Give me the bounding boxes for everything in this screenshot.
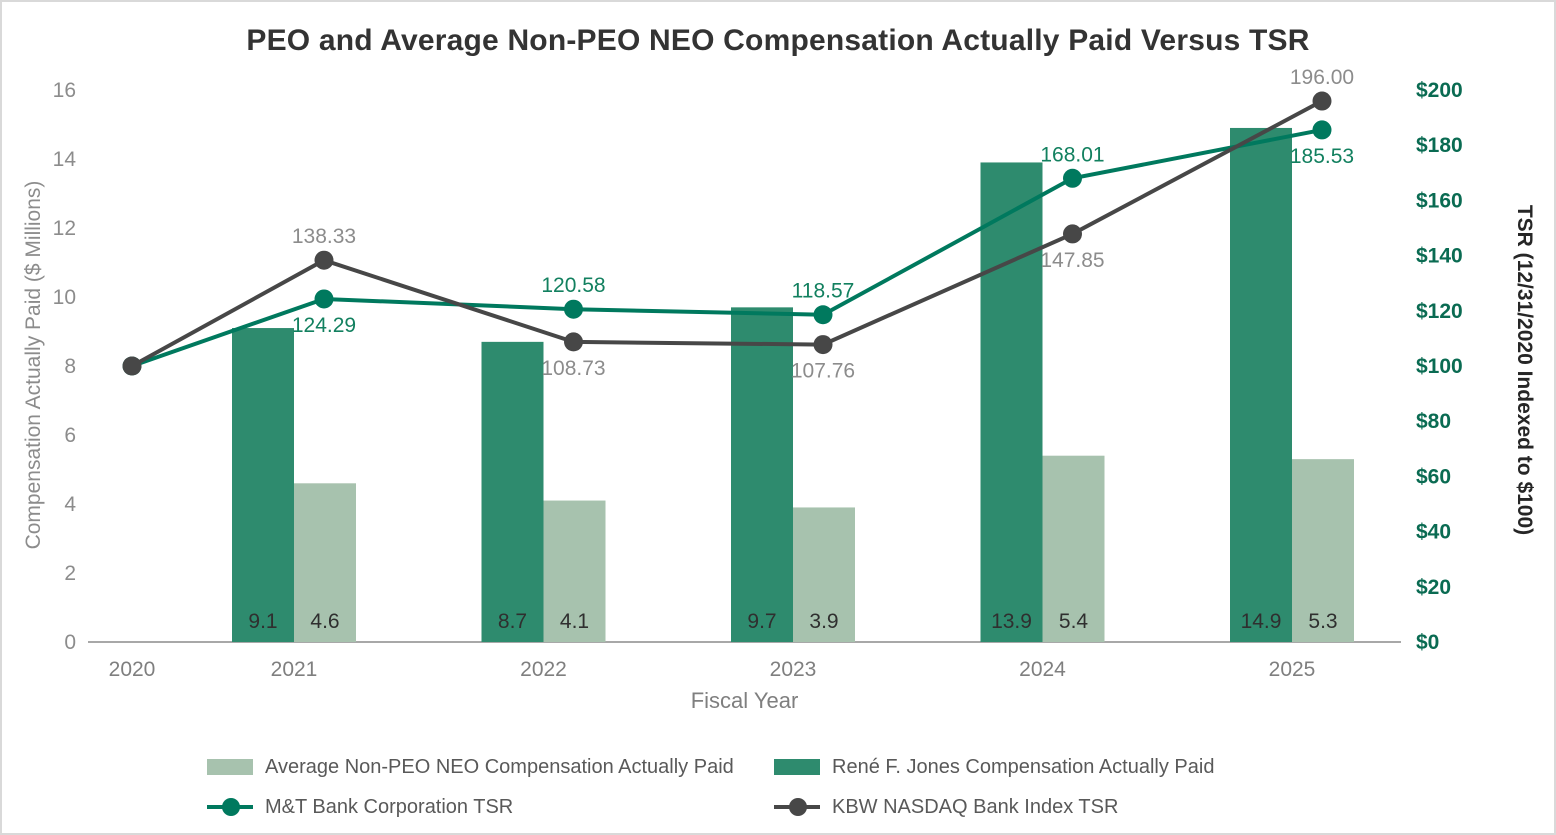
bar-value-label: 4.6 [310, 610, 339, 633]
tsr-line [131, 127, 1323, 368]
tsr-line [131, 99, 1323, 368]
bar-value-label: 8.7 [498, 610, 527, 633]
point-label: 196.00 [1290, 66, 1354, 89]
legend-item-peo: René F. Jones Compensation Actually Paid [774, 756, 1214, 779]
right-axis-tick: $20 [1416, 576, 1451, 599]
right-axis-tick: $40 [1416, 521, 1451, 544]
right-axis-tick: $100 [1416, 355, 1463, 378]
right-axis-tick: $180 [1416, 134, 1463, 157]
bar-value-label: 5.3 [1308, 610, 1337, 633]
legend-label: M&T Bank Corporation TSR [265, 795, 514, 818]
bar [232, 328, 294, 642]
point-label: 120.58 [541, 274, 605, 297]
point-label: 138.33 [292, 225, 356, 248]
data-point [1312, 120, 1332, 140]
data-point [564, 299, 583, 319]
point-label: 118.57 [792, 280, 855, 303]
right-axis-tick: $60 [1416, 465, 1451, 488]
right-axis-tick: $120 [1416, 300, 1463, 323]
bar [980, 162, 1043, 642]
legend-row: M&T Bank Corporation TSR KBW NASDAQ Bank… [207, 787, 1397, 827]
data-point [1312, 91, 1332, 111]
legend-bar-swatch [774, 759, 820, 775]
data-point [122, 356, 142, 376]
bar-value-label: 3.9 [809, 610, 838, 633]
x-axis-tick: 2022 [520, 658, 567, 681]
left-axis-tick: 14 [53, 148, 77, 171]
legend-label: Average Non-PEO NEO Compensation Actuall… [265, 755, 734, 778]
left-axis-tick: 16 [53, 79, 76, 102]
legend-bar-swatch [207, 759, 253, 775]
kbw-tsr-swatch [774, 797, 822, 817]
peo-swatch [774, 757, 822, 777]
chart-legend: Average Non-PEO NEO Compensation Actuall… [207, 747, 1397, 827]
bar [481, 341, 544, 642]
bar [731, 307, 793, 642]
data-point [813, 305, 833, 325]
bar [543, 500, 606, 642]
bar [793, 507, 855, 642]
legend-label: René F. Jones Compensation Actually Paid [832, 755, 1215, 778]
left-axis-tick: 12 [53, 217, 76, 240]
mt-tsr-swatch [207, 797, 255, 817]
data-point [1063, 224, 1082, 244]
bar-value-label: 9.7 [747, 610, 776, 633]
x-axis-tick: 2021 [271, 658, 318, 681]
bar-value-label: 4.1 [560, 610, 589, 633]
point-label: 124.29 [292, 314, 356, 337]
right-axis-tick: $160 [1416, 189, 1463, 212]
x-axis-title: Fiscal Year [690, 688, 799, 713]
left-axis-tick: 6 [64, 424, 76, 447]
data-point [314, 250, 334, 270]
x-axis-tick: 2023 [770, 658, 817, 681]
bar-value-label: 14.9 [1241, 610, 1282, 633]
point-label: 108.73 [541, 357, 605, 380]
data-point [813, 335, 833, 355]
right-axis-tick: $0 [1416, 631, 1439, 654]
legend-row: Average Non-PEO NEO Compensation Actuall… [207, 747, 1397, 787]
left-axis-tick: 2 [64, 562, 76, 585]
right-axis-tick: $140 [1416, 245, 1463, 268]
left-axis-tick: 0 [64, 631, 76, 654]
left-axis-tick: 4 [64, 493, 76, 516]
x-axis-tick: 2024 [1019, 658, 1066, 681]
point-label: 147.85 [1040, 249, 1104, 272]
right-axis-tick: $80 [1416, 410, 1451, 433]
right-axis-tick: $200 [1416, 79, 1463, 102]
legend-item-kbw-tsr: KBW NASDAQ Bank Index TSR [774, 796, 1118, 819]
legend-dot-swatch [222, 798, 240, 816]
bar [1292, 459, 1354, 642]
chart-title: PEO and Average Non-PEO NEO Compensation… [246, 24, 1310, 57]
bar [294, 483, 356, 642]
legend-label: KBW NASDAQ Bank Index TSR [832, 795, 1119, 818]
bar [1042, 455, 1105, 642]
x-axis-tick: 2025 [1269, 658, 1316, 681]
bar-value-label: 13.9 [991, 610, 1032, 633]
avg-neo-swatch [207, 757, 255, 777]
data-point [1063, 168, 1082, 188]
legend-dot-swatch [789, 798, 807, 816]
x-axis-tick: 2020 [109, 658, 156, 681]
legend-item-mt-tsr: M&T Bank Corporation TSR [207, 796, 774, 819]
data-point [564, 332, 583, 352]
data-point [314, 289, 334, 309]
left-axis-tick: 8 [64, 355, 76, 378]
point-label: 107.76 [791, 360, 855, 383]
left-axis-tick: 10 [53, 286, 76, 309]
bar [1230, 127, 1292, 642]
point-label: 168.01 [1040, 143, 1104, 166]
legend-item-avg-neo: Average Non-PEO NEO Compensation Actuall… [207, 756, 774, 779]
point-label: 185.53 [1290, 145, 1354, 168]
bar-value-label: 9.1 [248, 610, 277, 633]
bar-value-label: 5.4 [1059, 610, 1089, 633]
